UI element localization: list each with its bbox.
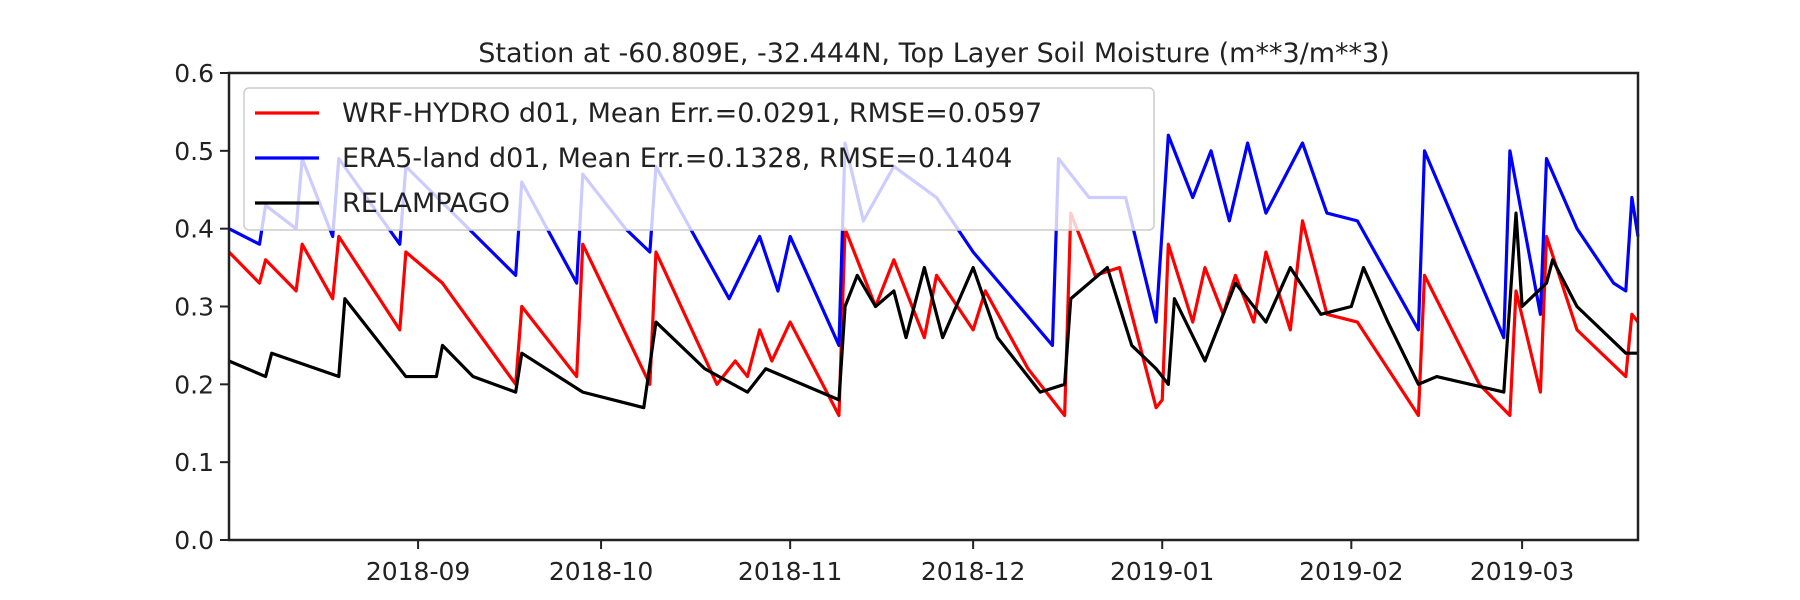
y-tick-label: 0.2	[174, 370, 214, 399]
x-tick-label: 2018-12	[921, 557, 1025, 586]
x-tick-label: 2019-01	[1110, 557, 1214, 586]
y-tick-label: 0.6	[174, 59, 214, 88]
data-line	[228, 211, 1638, 410]
x-tick-label: 2018-10	[549, 557, 653, 586]
plot-frame	[227, 71, 1640, 542]
x-tick-label: 2018-11	[738, 557, 842, 586]
y-tick-label: 0.0	[174, 526, 214, 555]
data-line	[227, 211, 1640, 418]
y-tick-label: 0.5	[174, 137, 214, 166]
chart-title: Station at -60.809E, -32.444N, Top Layer…	[478, 38, 1389, 69]
x-tick-label: 2018-09	[366, 557, 470, 586]
legend: WRF-HYDRO d01, Mean Err.=0.0291, RMSE=0.…	[243, 87, 1155, 231]
y-tick-label: 0.1	[174, 448, 214, 477]
y-tick-label: 0.4	[174, 215, 214, 244]
legend-label: RELAMPAGO	[342, 188, 510, 219]
x-tick-label: 2019-02	[1299, 557, 1403, 586]
legend-label: WRF-HYDRO d01, Mean Err.=0.0291, RMSE=0.…	[342, 98, 1042, 129]
legend-label: ERA5-land d01, Mean Err.=0.1328, RMSE=0.…	[342, 143, 1012, 174]
legend-box	[243, 87, 1155, 231]
x-tick-label: 2019-03	[1470, 557, 1574, 586]
y-tick-label: 0.3	[174, 293, 214, 322]
